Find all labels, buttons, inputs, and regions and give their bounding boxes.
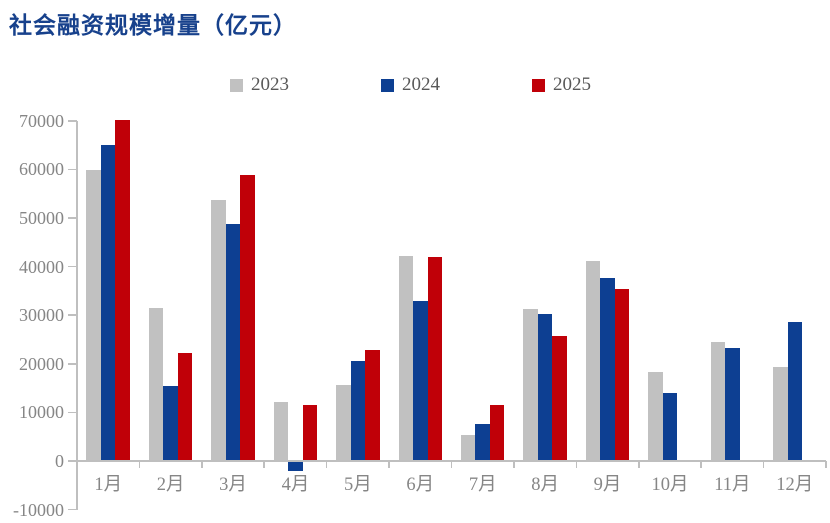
x-axis-tick [201, 461, 203, 468]
x-axis-label: 10月 [651, 475, 689, 495]
x-axis-label: 1月 [94, 475, 123, 495]
y-axis-label: 50000 [19, 208, 64, 228]
y-axis-label: 70000 [19, 110, 64, 131]
bar-2024-3月 [225, 224, 241, 461]
bar-2024-11月 [725, 347, 740, 461]
legend-label-2024: 2024 [402, 74, 440, 95]
y-axis-tick [68, 508, 77, 511]
x-axis-tick [76, 461, 78, 468]
bar-2024-10月 [662, 393, 678, 461]
x-axis-tick [450, 461, 453, 468]
x-axis-tick [513, 461, 515, 468]
x-axis-label: 8月 [531, 475, 559, 495]
bar-2025-4月 [302, 404, 318, 461]
x-axis-tick [762, 461, 765, 468]
x-axis-label: 11月 [714, 475, 751, 495]
chart-title: 社会融资规模增量（亿元） [9, 13, 297, 38]
y-axis-label: 40000 [19, 256, 64, 277]
x-axis-tick [388, 461, 390, 468]
y-axis-tick [68, 168, 77, 171]
y-axis-tick [68, 460, 77, 462]
bar-2025-1月 [115, 119, 130, 461]
x-axis-line [76, 460, 826, 462]
y-axis-tick [68, 411, 77, 414]
bar-2023-12月 [773, 366, 788, 461]
y-axis-label: 10000 [19, 402, 64, 423]
bar-2024-6月 [413, 300, 428, 461]
bar-2025-3月 [240, 174, 255, 461]
bar-2023-1月 [86, 169, 101, 461]
bar-2024-12月 [787, 322, 803, 461]
x-axis-label: 9月 [593, 475, 622, 495]
legend-label-2023: 2023 [251, 74, 289, 95]
y-axis-tick [68, 217, 77, 219]
y-axis-tick [68, 120, 77, 122]
bar-2025-6月 [427, 256, 443, 461]
x-axis-label: 3月 [219, 475, 247, 495]
x-axis-label: 5月 [343, 475, 372, 495]
bar-2024-8月 [537, 313, 553, 461]
legend-label-2025: 2025 [553, 74, 591, 95]
legend-swatch-2024-icon [381, 78, 394, 92]
bar-2023-9月 [585, 260, 601, 461]
bar-2024-9月 [600, 278, 615, 461]
bar-2023-11月 [710, 341, 726, 461]
bar-2023-10月 [648, 371, 663, 461]
y-axis-label: 0 [55, 451, 64, 471]
x-axis-tick [700, 461, 702, 468]
x-axis-label: 6月 [406, 475, 435, 495]
bar-2025-9月 [614, 289, 630, 461]
x-axis-tick [637, 461, 640, 468]
bar-2024-4月 [288, 461, 303, 471]
x-axis-tick [575, 461, 578, 468]
bar-2023-6月 [398, 255, 414, 461]
legend-item-2025: 2025 [532, 75, 591, 95]
x-axis-label: 12月 [776, 475, 814, 495]
y-axis-label: 20000 [19, 353, 64, 374]
bar-2025-5月 [365, 349, 380, 461]
bar-2023-2月 [148, 307, 164, 461]
bar-2023-3月 [211, 199, 226, 461]
bar-2023-8月 [523, 309, 538, 461]
y-axis-label: 30000 [19, 305, 64, 326]
bar-2023-4月 [273, 401, 289, 461]
bar-2025-8月 [552, 336, 567, 461]
legend: 2023 2024 2025 [230, 75, 591, 95]
bar-2023-7月 [460, 435, 476, 461]
x-axis-tick [263, 461, 266, 468]
x-axis-tick [825, 461, 827, 468]
x-axis-tick [325, 461, 328, 468]
legend-item-2023: 2023 [230, 75, 289, 95]
bar-2025-2月 [177, 352, 193, 461]
x-axis-tick [138, 461, 141, 468]
legend-item-2024: 2024 [381, 75, 440, 95]
x-axis-label: 7月 [468, 475, 497, 495]
x-axis-label: 4月 [281, 475, 310, 495]
bar-2025-7月 [489, 404, 505, 461]
y-axis-label: -10000 [13, 499, 64, 520]
bar-2024-1月 [100, 144, 116, 461]
x-axis-label: 2月 [156, 475, 185, 495]
bar-2024-2月 [163, 385, 178, 461]
bar-2024-5月 [350, 360, 366, 461]
legend-swatch-2023-icon [230, 78, 243, 92]
y-axis-tick [68, 363, 77, 365]
y-axis-tick [68, 314, 77, 316]
y-axis-label: 60000 [19, 159, 64, 180]
y-axis-tick [68, 265, 77, 268]
legend-swatch-2025-icon [532, 78, 545, 92]
bar-2024-7月 [475, 423, 490, 461]
bar-2023-5月 [336, 385, 351, 461]
